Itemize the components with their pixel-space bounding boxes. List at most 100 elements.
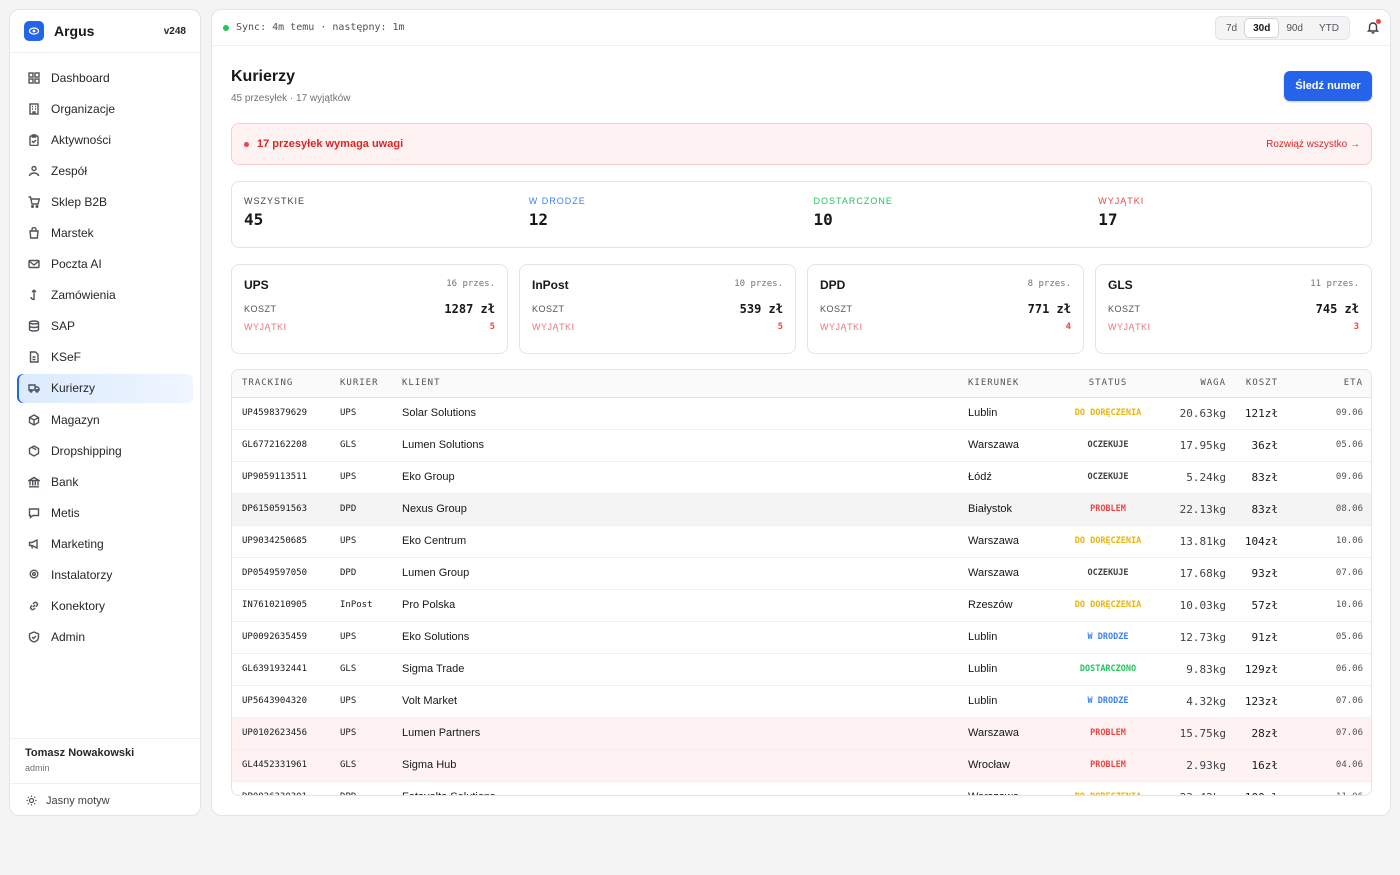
tracking-number[interactable]: GL4452331961 <box>232 749 340 782</box>
column-header-klient[interactable]: KLIENT <box>402 370 968 398</box>
table-row[interactable]: IN7610210905 InPost Pro Polska Rzeszów DO DO… <box>232 589 1371 622</box>
courier-cards: UPS 16 przes. KOSZT 1287 zł WYJĄTKI 5 InPost 10… <box>231 264 1372 354</box>
cost-label: KOSZT <box>244 304 277 314</box>
sidebar-item-label: Marketing <box>51 536 104 551</box>
eta-cell: 11.06 <box>1278 781 1371 795</box>
sidebar-item-bank[interactable]: Bank <box>17 467 193 496</box>
client-cell: Volt Market <box>402 685 968 718</box>
sidebar-item-poczta-ai[interactable]: Poczta AI <box>17 250 193 279</box>
table-row[interactable]: UP4598379629 UPS Solar Solutions Lublin DO D… <box>232 397 1371 430</box>
weight-cell: 4.32kg <box>1158 685 1226 718</box>
sidebar-item-metis[interactable]: Metis <box>17 498 193 527</box>
tracking-number[interactable]: DP0026330301 <box>232 781 340 795</box>
notifications-button[interactable] <box>1366 19 1381 34</box>
tracking-number[interactable]: GL6391932441 <box>232 653 340 686</box>
tracking-number[interactable]: UP0092635459 <box>232 621 340 654</box>
eta-cell: 10.06 <box>1278 525 1371 558</box>
page-subtitle: 45 przesyłek · 17 wyjątków <box>231 93 351 104</box>
direction-cell: Rzeszów <box>968 589 1058 622</box>
sidebar-item-label: Zespół <box>51 163 88 178</box>
table-row[interactable]: GL4452331961 GLS Sigma Hub Wrocław PROBLEM 2.… <box>232 749 1371 782</box>
sidebar-item-admin[interactable]: Admin <box>17 623 193 652</box>
courier-card-inpost[interactable]: InPost 10 przes. KOSZT 539 zł WYJĄTKI 5 <box>519 264 796 354</box>
building-icon <box>29 102 39 115</box>
table-row[interactable]: DP0549597050 DPD Lumen Group Warszawa OCZEKU… <box>232 557 1371 590</box>
table-row[interactable]: UP0102623456 UPS Lumen Partners Warszawa PRO… <box>232 717 1371 750</box>
courier-cell: UPS <box>340 397 402 430</box>
column-header-waga[interactable]: WAGA <box>1158 370 1226 398</box>
tracking-number[interactable]: DP0549597050 <box>232 557 340 590</box>
column-header-kierunek[interactable]: KIERUNEK <box>968 370 1058 398</box>
tracking-number[interactable]: UP0102623456 <box>232 717 340 750</box>
tracking-number[interactable]: UP9059113511 <box>232 461 340 494</box>
sidebar-item-label: Dashboard <box>51 70 110 85</box>
user-name: Tomasz Nowakowski <box>25 747 135 759</box>
user-profile[interactable]: Tomasz Nowakowski admin <box>10 738 200 773</box>
sidebar-item-instalatorzy[interactable]: Instalatorzy <box>17 561 193 590</box>
tracking-number[interactable]: IN7610210905 <box>232 589 340 622</box>
range-30d[interactable]: 30d <box>1245 19 1279 37</box>
sidebar-item-ksef[interactable]: KSeF <box>17 343 193 372</box>
sidebar-item-sap[interactable]: SAP <box>17 312 193 341</box>
stat-value: 12 <box>528 210 549 229</box>
sidebar-item-sklep-b2b[interactable]: Sklep B2B <box>17 187 193 216</box>
courier-exceptions: 3 <box>1353 322 1359 332</box>
column-header-eta[interactable]: ETA <box>1278 370 1371 398</box>
courier-cell: UPS <box>340 717 402 750</box>
courier-cell: DPD <box>340 781 402 795</box>
table-row[interactable]: UP9059113511 UPS Eko Group Łódź OCZEKUJE 5.24… <box>232 461 1371 494</box>
direction-cell: Lublin <box>968 397 1058 430</box>
courier-card-ups[interactable]: UPS 16 przes. KOSZT 1287 zł WYJĄTKI 5 <box>231 264 508 354</box>
table-row[interactable]: UP0092635459 UPS Eko Solutions Lublin W DROD… <box>232 621 1371 654</box>
tracking-number[interactable]: UP9034250685 <box>232 525 340 558</box>
range-90d[interactable]: 90d <box>1286 22 1303 34</box>
sidebar-item-dropshipping[interactable]: Dropshipping <box>17 436 193 465</box>
range-ytd[interactable]: YTD <box>1319 22 1339 34</box>
tracking-number[interactable]: DP6150591563 <box>232 493 340 526</box>
sidebar-item-marketing[interactable]: Marketing <box>17 529 193 558</box>
client-cell: Solar Solutions <box>402 397 968 430</box>
megaphone-icon <box>28 538 38 550</box>
sidebar-item-dashboard[interactable]: Dashboard <box>17 63 193 92</box>
weight-cell: 12.73kg <box>1158 621 1226 654</box>
sidebar-item-konektory[interactable]: Konektory <box>17 592 193 621</box>
sidebar-item-label: Poczta AI <box>51 257 102 272</box>
table-row[interactable]: DP0026330301DPDFotovolta SolutionsWarsza… <box>232 781 1371 795</box>
tracking-number[interactable]: GL6772162208 <box>232 429 340 462</box>
sidebar-item-organizacje[interactable]: Organizacje <box>17 94 193 123</box>
box-icon <box>28 413 40 426</box>
courier-name: DPD <box>820 278 846 292</box>
theme-toggle[interactable]: Jasny motyw <box>10 783 200 817</box>
resolve-all-link[interactable]: Rozwiąż wszystko → <box>1266 138 1360 150</box>
sidebar: Argus v248 Dashboard Organizacje Aktywnośc… <box>9 9 201 816</box>
client-cell: Lumen Solutions <box>402 429 968 462</box>
table-row[interactable]: DP6150591563 DPD Nexus Group Białystok PROBL… <box>232 493 1371 526</box>
column-header-koszt[interactable]: KOSZT <box>1226 370 1278 398</box>
app: Argus v248 Dashboard Organizacje Aktywnośc… <box>9 9 1391 816</box>
courier-card-dpd[interactable]: DPD 8 przes. KOSZT 771 zł WYJĄTKI 4 <box>807 264 1084 354</box>
column-header-tracking[interactable]: TRACKING <box>232 370 340 398</box>
table-row[interactable]: UP9034250685 UPS Eko Centrum Warszawa DO DOR… <box>232 525 1371 558</box>
courier-card-gls[interactable]: GLS 11 przes. KOSZT 745 zł WYJĄTKI 3 <box>1095 264 1372 354</box>
table-row[interactable]: GL6391932441 GLS Sigma Trade Lublin DOSTARCZ… <box>232 653 1371 686</box>
track-number-button[interactable]: Śledź numer <box>1284 71 1372 101</box>
bank-icon <box>28 476 40 488</box>
sidebar-item-marstek[interactable]: Marstek <box>17 218 193 247</box>
sidebar-item-aktywności[interactable]: Aktywności <box>17 125 193 154</box>
eta-cell: 09.06 <box>1278 397 1371 430</box>
sidebar-item-magazyn[interactable]: Magazyn <box>17 405 193 434</box>
range-7d[interactable]: 7d <box>1225 22 1238 34</box>
direction-cell: Wrocław <box>968 749 1058 782</box>
column-header-status[interactable]: STATUS <box>1058 370 1158 398</box>
table-row[interactable]: GL6772162208 GLS Lumen Solutions Warszawa OC… <box>232 429 1371 462</box>
sidebar-item-zespół[interactable]: Zespół <box>17 156 193 185</box>
tracking-number[interactable]: UP4598379629 <box>232 397 340 430</box>
sidebar-item-kurierzy[interactable]: Kurierzy <box>17 373 193 403</box>
column-header-kurier[interactable]: KURIER <box>340 370 402 398</box>
tracking-number[interactable]: UP5643904320 <box>232 685 340 718</box>
sidebar-item-label: KSeF <box>51 350 82 365</box>
courier-shipment-count: 11 przes. <box>1310 279 1359 289</box>
table-row[interactable]: UP5643904320 UPS Volt Market Lublin W DRODZE… <box>232 685 1371 718</box>
weight-cell: 9.83kg <box>1158 653 1226 686</box>
sidebar-item-zamówienia[interactable]: Zamówienia <box>17 281 193 310</box>
